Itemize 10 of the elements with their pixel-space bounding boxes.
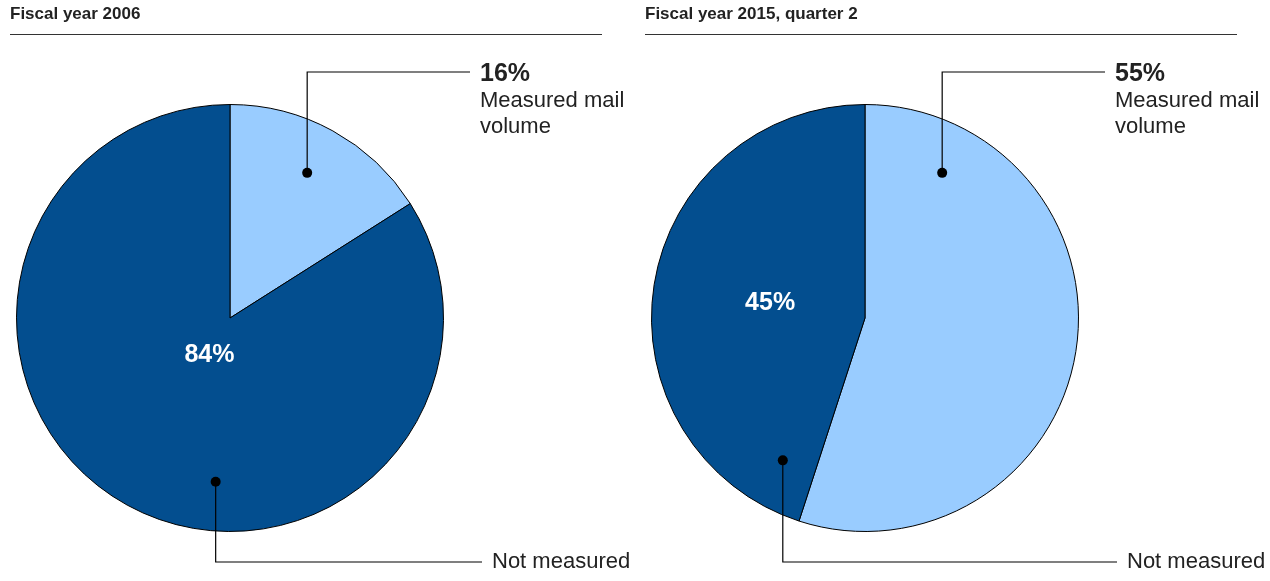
slice-label: Measured mail volume: [1115, 87, 1260, 138]
slice-label: Not measured: [492, 548, 631, 574]
data-label: 84%: [184, 339, 235, 368]
chart-title: Fiscal year 2006: [10, 0, 602, 35]
data-label: 45%: [745, 286, 796, 315]
slice-label: Measured mail volume: [480, 87, 625, 138]
chart-title: Fiscal year 2015, quarter 2: [645, 0, 1237, 35]
data-label: 55%: [1115, 58, 1166, 86]
data-label: 16%: [480, 58, 531, 86]
slice-label: Not measured: [1127, 548, 1266, 574]
